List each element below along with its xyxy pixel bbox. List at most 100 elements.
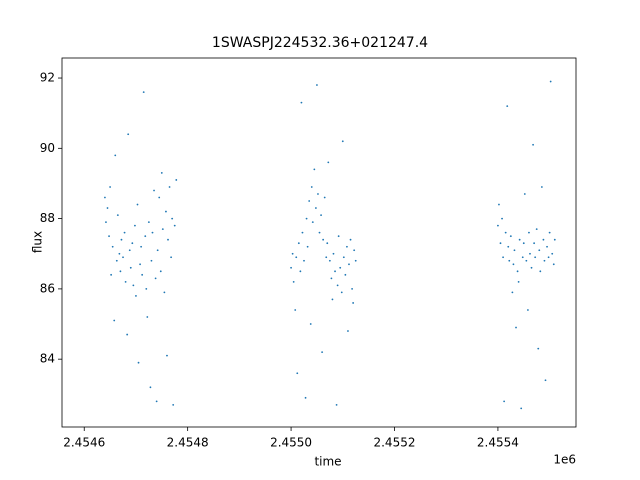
data-point [311,221,314,224]
data-point [522,242,525,245]
y-tick-label: 92 [40,71,55,85]
data-point [322,238,325,241]
data-point [512,263,515,266]
data-point [330,277,333,280]
x-offset-label: 1e6 [553,453,576,467]
data-point [295,256,298,259]
data-point [120,238,123,241]
y-tick-label: 86 [40,281,55,295]
data-point [145,287,148,290]
data-point [147,221,150,224]
data-point [332,252,335,255]
y-tick-label: 88 [40,211,55,225]
data-point [308,200,311,202]
data-point [540,186,543,188]
data-point [347,330,349,332]
x-tick-label: 2.4554 [477,436,519,450]
data-point [328,259,331,262]
data-point [153,189,155,192]
data-point [172,403,175,406]
x-tick-label: 2.4552 [373,436,415,450]
data-point [523,193,526,195]
data-point [335,403,338,406]
data-point [166,354,168,357]
y-axis-label: flux [31,231,45,253]
data-point [546,245,548,248]
data-point [327,161,330,164]
data-point [313,168,316,171]
data-point [300,101,303,104]
data-point [520,407,523,410]
data-point [340,291,343,294]
data-point [104,196,106,199]
data-point [127,133,130,136]
data-point [132,284,135,287]
data-point [314,207,317,209]
data-point [150,259,153,262]
data-point [352,302,355,304]
data-point [517,280,520,283]
data-point [306,245,309,248]
data-point [325,256,328,259]
data-point [131,242,134,245]
data-point [165,210,167,213]
data-point [535,228,538,231]
data-point [161,228,164,231]
data-point [140,245,143,248]
data-point [160,172,163,174]
data-point [542,238,545,241]
data-point [521,256,524,259]
data-point [553,238,556,241]
data-point [498,203,500,206]
data-point [108,235,110,238]
data-point [503,400,506,403]
data-point [310,186,313,188]
data-point [114,154,117,157]
data-point [549,80,552,83]
data-point [134,224,136,227]
data-point [142,91,145,93]
data-point [331,298,334,301]
data-point [128,249,131,252]
data-point [135,295,137,297]
data-point [317,193,319,195]
data-point [511,291,514,294]
data-point [342,256,345,259]
data-point [291,252,294,255]
x-tick-label: 2.4548 [167,436,209,450]
data-point [141,273,144,276]
data-point [506,105,509,108]
data-point [110,273,113,276]
data-point [532,143,534,146]
data-point [136,203,139,206]
data-point [502,256,504,259]
data-point [151,231,154,234]
data-point [146,316,149,318]
data-point [168,186,171,188]
data-point [116,214,119,216]
data-point [499,242,502,245]
data-point [175,179,178,181]
data-point [144,235,147,238]
data-point [115,259,118,262]
data-point [113,319,116,322]
data-point [139,263,141,266]
data-point [530,266,533,269]
data-point [309,323,312,325]
data-point [294,309,297,311]
data-point [507,245,510,248]
data-point [301,231,304,234]
data-point [320,214,322,216]
data-point [497,224,499,227]
data-point [297,242,300,245]
data-point [348,263,350,266]
data-point [504,231,507,234]
data-point [344,273,347,276]
data-point [149,386,152,389]
data-point [529,252,531,255]
data-point [111,245,114,248]
data-point [159,270,162,273]
data-point [156,249,159,252]
data-point [538,249,541,252]
